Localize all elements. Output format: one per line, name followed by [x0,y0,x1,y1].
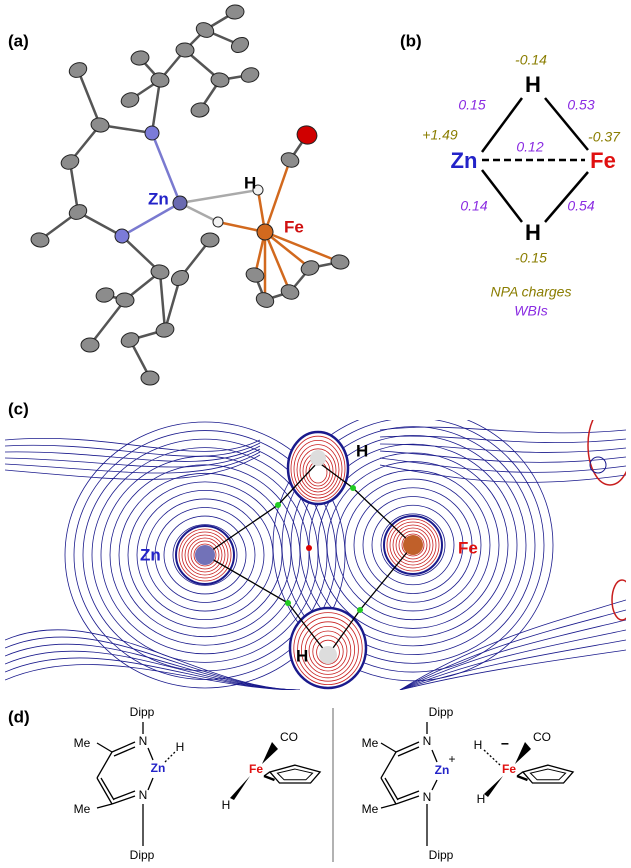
npa-charge: +1.49 [422,127,458,143]
atom-label: N [139,788,148,802]
wbi: 0.54 [567,198,594,214]
atom [310,450,326,466]
atom-label: N [423,734,432,748]
atom-label: Zn [435,763,450,777]
atom-label: CO [533,730,551,744]
atom-label: Fe [284,217,304,236]
atom-ellipsoid [81,338,99,352]
atom-label: Fe [458,538,478,557]
wbi: 0.15 [458,97,485,113]
atom-label: H [244,173,256,192]
atom-label: H [474,738,483,752]
atom [403,535,423,555]
atom-label: H [356,441,368,460]
panel-label: (b) [400,31,422,50]
panel-label: (d) [8,707,30,726]
wbi: 0.53 [567,97,594,113]
atom-ellipsoid [213,217,224,228]
bond-critical-point [285,600,291,606]
atom-label: H [525,220,541,245]
atom-ellipsoid [141,371,159,385]
atom-label: Dipp [130,848,155,862]
wbi: 0.14 [460,198,487,214]
atom-label: CO [280,730,298,744]
figure: (a) Zn H Fe (b) H H Zn Fe -0.14 +1.49 -0… [0,0,631,868]
wbi: 0.12 [516,139,543,155]
charge-sign: + [448,752,455,766]
bond-critical-point [357,607,363,613]
atom-label: Me [74,736,91,750]
legend-charges: NPA charges [491,284,572,300]
atom-label: Fe [249,762,263,776]
atom-label: Dipp [429,705,454,719]
npa-charge: -0.14 [515,52,547,68]
atom-label: Fe [590,148,616,173]
atom [319,646,337,664]
atom-label: H [222,798,231,812]
atom [195,545,215,565]
atom-label: H [296,646,308,665]
bond-critical-point [275,502,281,508]
bond-critical-point [350,485,356,491]
atom-label: Zn [151,761,166,775]
atom-label: H [477,792,486,806]
atom-label: H [176,740,185,754]
npa-charge: -0.37 [588,129,621,145]
atom-label: Dipp [130,705,155,719]
atom-label: N [423,790,432,804]
panel-label: (c) [8,399,29,418]
npa-charge: -0.15 [515,250,547,266]
atom-label: N [139,734,148,748]
atom-label: H [525,72,541,97]
atom-label: Dipp [429,848,454,862]
atom-label: Fe [502,762,516,776]
atom-label: Zn [451,148,478,173]
atom-label: Zn [148,189,169,208]
atom-label: Me [74,802,91,816]
ring-critical-point [306,545,312,551]
legend-wbi: WBIs [514,303,547,319]
panel-label: (a) [8,31,29,50]
atom-label: Me [362,736,379,750]
atom-ellipsoid [201,233,219,247]
charge-sign: − [501,736,509,752]
atom-label: Me [362,802,379,816]
atom-label: Zn [140,545,161,564]
